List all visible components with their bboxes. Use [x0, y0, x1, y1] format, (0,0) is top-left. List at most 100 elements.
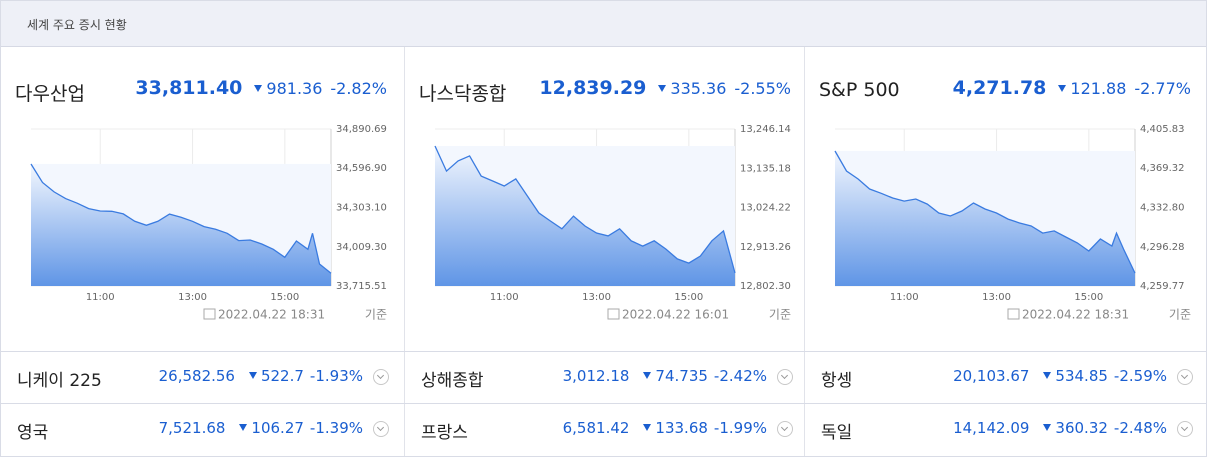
index-name: 상해종합: [421, 371, 484, 391]
y-tick-label: 13,135.18: [740, 163, 791, 174]
y-tick-label: 4,259.77: [1140, 281, 1185, 292]
price: 6,581.42: [562, 419, 630, 437]
index-row: 영국 7,521.68 106.27 -1.39%: [1, 404, 401, 454]
index-panel: 다우산업 33,811.40 981.36 -2.82% 34,890.69 34,596…: [1, 47, 401, 351]
down-arrow: [1058, 85, 1067, 92]
index-row: 상해종합 3,012.18 74.735 -2.42%: [405, 352, 805, 402]
change: 534.85: [1055, 367, 1108, 385]
x-tick-label: 11:00: [86, 292, 115, 303]
change: 522.7: [260, 367, 304, 385]
change: 106.27: [251, 419, 304, 437]
index-name: 영국: [17, 423, 49, 443]
expand-button[interactable]: [373, 369, 389, 385]
price: 20,103.67: [953, 367, 1030, 385]
x-tick-label: 15:00: [1074, 292, 1103, 303]
index-name: 다우산업: [15, 83, 85, 105]
expand-button[interactable]: [373, 421, 389, 437]
quote: 26,582.56 522.7 -1.93%: [159, 367, 363, 385]
y-tick-label: 13,024.22: [740, 203, 791, 214]
separator: [1, 351, 1206, 352]
basis: 기준: [769, 308, 791, 322]
area: [835, 151, 1135, 286]
index-name: 니케이 225: [17, 371, 102, 391]
quote: 12,839.29 335.36 -2.55%: [539, 77, 791, 99]
down-arrow: [658, 85, 667, 92]
y-tick-label: 13,246.14: [740, 124, 791, 135]
calendar-icon: [203, 308, 216, 320]
percent: -1.39%: [309, 419, 363, 437]
price: 26,582.56: [158, 367, 235, 385]
calendar-icon: [1007, 308, 1020, 320]
percent: -1.93%: [309, 367, 363, 385]
x-tick-label: 15:00: [270, 292, 299, 303]
quote: 3,012.18 74.735 -2.42%: [563, 367, 767, 385]
expand-button[interactable]: [777, 369, 793, 385]
index-name: 나스닥종합: [419, 83, 507, 105]
percent: -2.77%: [1134, 79, 1191, 98]
x-tick-label: 13:00: [582, 292, 611, 303]
y-tick-label: 4,405.83: [1140, 124, 1185, 135]
index-name: 프랑스: [421, 423, 468, 443]
price: 3,012.18: [562, 367, 630, 385]
index-name: 독일: [821, 423, 853, 443]
change: 121.88: [1070, 79, 1127, 98]
down-arrow: [1043, 424, 1052, 431]
change: 360.32: [1055, 419, 1108, 437]
down-arrow: [643, 372, 652, 379]
x-tick-label: 13:00: [982, 292, 1011, 303]
price: 7,521.68: [158, 419, 226, 437]
y-tick-label: 12,802.30: [740, 281, 791, 292]
percent: -2.82%: [330, 79, 387, 98]
separator: [804, 47, 805, 456]
index-row: 독일 14,142.09 360.32 -2.48%: [805, 404, 1205, 454]
change: 74.735: [655, 367, 708, 385]
index-name: 항셍: [821, 371, 853, 391]
y-tick-label: 34,596.90: [336, 163, 387, 174]
y-tick-label: 12,913.26: [740, 242, 791, 253]
expand-button[interactable]: [1177, 369, 1193, 385]
down-arrow: [254, 85, 263, 92]
x-tick-label: 11:00: [890, 292, 919, 303]
separator: [404, 47, 405, 456]
index-panel: 나스닥종합 12,839.29 335.36 -2.55% 13,246.14 13,13…: [405, 47, 805, 351]
x-tick-label: 13:00: [178, 292, 207, 303]
index-panel: S&P 500 4,271.78 121.88 -2.77% 4,405.83 4,369…: [805, 47, 1205, 351]
timestamp: 2022.04.22 18:31: [218, 308, 325, 322]
area: [435, 146, 735, 286]
line: [30, 163, 332, 274]
header: 세계 주요 증시 현황: [1, 1, 1206, 47]
area: [31, 164, 331, 286]
y-tick-label: 33,715.51: [336, 281, 387, 292]
y-tick-label: 4,332.80: [1140, 203, 1185, 214]
quote: 6,581.42 133.68 -1.99%: [563, 419, 767, 437]
header-title: 세계 주요 증시 현황: [27, 18, 127, 32]
index-name: S&P 500: [819, 79, 900, 101]
y-tick-label: 4,296.28: [1140, 242, 1185, 253]
y-tick-label: 4,369.32: [1140, 163, 1185, 174]
y-tick-label: 34,890.69: [336, 124, 387, 135]
calendar-icon: [607, 308, 620, 320]
percent: -2.55%: [734, 79, 791, 98]
down-arrow: [248, 372, 257, 379]
price: 14,142.09: [953, 419, 1030, 437]
index-row: 항셍 20,103.67 534.85 -2.59%: [805, 352, 1205, 402]
quote: 14,142.09 360.32 -2.48%: [953, 419, 1167, 437]
change: 335.36: [670, 79, 727, 98]
price: 33,811.40: [135, 77, 243, 99]
line: [434, 145, 736, 274]
quote: 33,811.40 981.36 -2.82%: [135, 77, 387, 99]
mini-chart: 13,246.14 13,135.18 13,024.22 12,913.26 12,8…: [434, 124, 791, 322]
change: 133.68: [655, 419, 708, 437]
line: [834, 150, 1136, 274]
percent: -1.99%: [713, 419, 767, 437]
mini-chart: 34,890.69 34,596.90 34,303.10 34,009.30 33,7…: [30, 124, 387, 322]
price: 12,839.29: [539, 77, 647, 99]
basis: 기준: [1169, 308, 1191, 322]
expand-button[interactable]: [1177, 421, 1193, 437]
expand-button[interactable]: [777, 421, 793, 437]
percent: -2.42%: [713, 367, 767, 385]
percent: -2.59%: [1113, 367, 1167, 385]
index-row: 니케이 225 26,582.56 522.7 -1.93%: [1, 352, 401, 402]
change: 981.36: [266, 79, 323, 98]
